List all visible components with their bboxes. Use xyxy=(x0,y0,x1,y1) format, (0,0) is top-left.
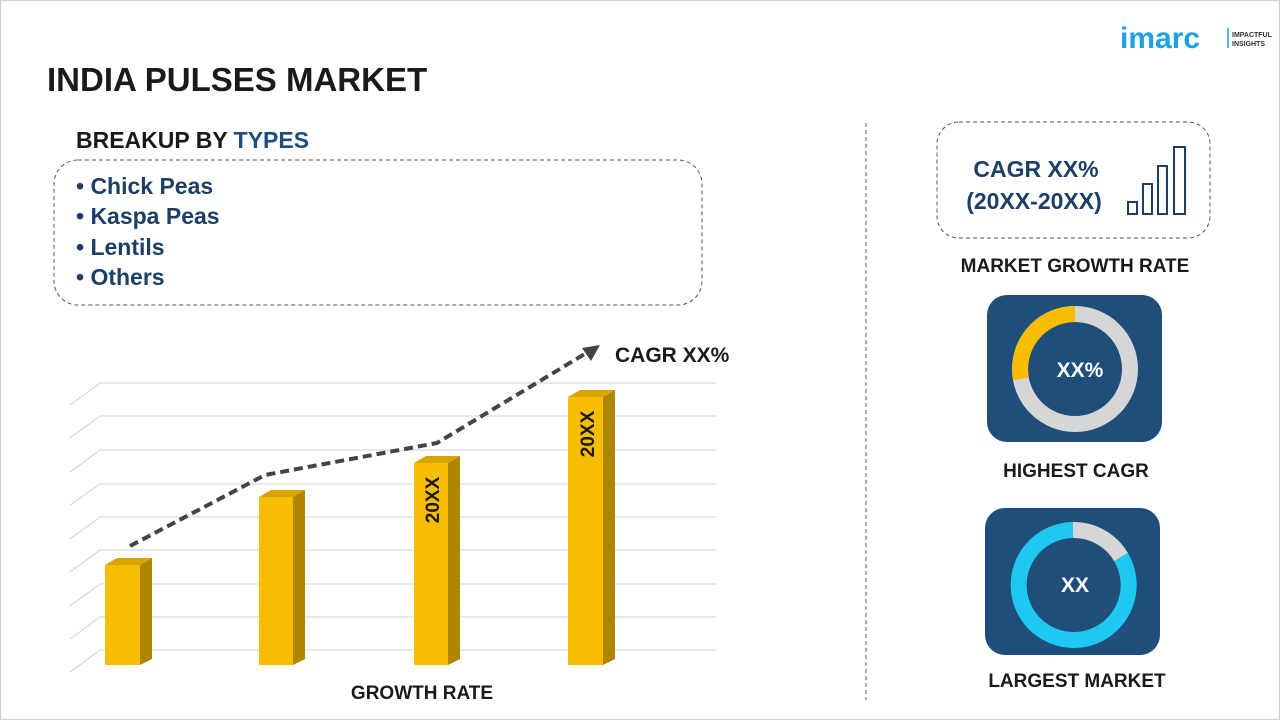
breakup-highlight: TYPES xyxy=(234,127,309,153)
breakup-heading: BREAKUP BY TYPES xyxy=(76,127,309,153)
bar xyxy=(105,558,152,665)
logo-name: imarc xyxy=(1120,22,1200,55)
card-caption: LARGEST MARKET xyxy=(988,671,1166,692)
bars-icon xyxy=(1127,146,1186,215)
bar xyxy=(259,490,305,665)
logo: imarc IMPACTFUL INSIGHTS xyxy=(1120,22,1273,55)
card-caption: HIGHEST CAGR xyxy=(1003,461,1149,482)
trend-arrow xyxy=(582,345,600,361)
bar xyxy=(414,456,460,665)
breakup-item: • Others xyxy=(76,264,165,290)
cagr-text: CAGR XX% xyxy=(973,156,1098,182)
breakup-item: • Chick Peas xyxy=(76,173,213,199)
donut-value: XX% xyxy=(1057,359,1104,382)
trend-line xyxy=(129,350,590,548)
bar xyxy=(568,390,615,665)
logo-tagline: INSIGHTS xyxy=(1232,41,1265,48)
trend-label: CAGR XX% xyxy=(615,344,730,367)
breakup-item: • Kaspa Peas xyxy=(76,203,220,229)
breakup-heading-text: BREAKUP BY xyxy=(76,127,227,153)
donut-value: XX xyxy=(1061,574,1089,597)
cagr-period: (20XX-20XX) xyxy=(966,188,1102,214)
growth-chart: 20XX 20XX CAGR XX% GROWTH RATE xyxy=(69,344,730,704)
cagr-box xyxy=(936,121,1211,239)
bar-label: 20XX xyxy=(423,476,444,523)
donut-segment xyxy=(1010,522,1137,648)
axis-label: GROWTH RATE xyxy=(351,683,493,704)
logo-tagline: IMPACTFUL xyxy=(1232,32,1273,39)
breakup-box xyxy=(53,159,703,306)
grid-lines xyxy=(69,382,716,673)
donut-track xyxy=(1072,521,1128,562)
page-title: INDIA PULSES MARKET xyxy=(47,61,427,98)
card-caption: MARKET GROWTH RATE xyxy=(961,256,1190,277)
donut-segment xyxy=(1012,306,1076,381)
breakup-item: • Lentils xyxy=(76,234,165,260)
bar-label: 20XX xyxy=(578,410,599,457)
